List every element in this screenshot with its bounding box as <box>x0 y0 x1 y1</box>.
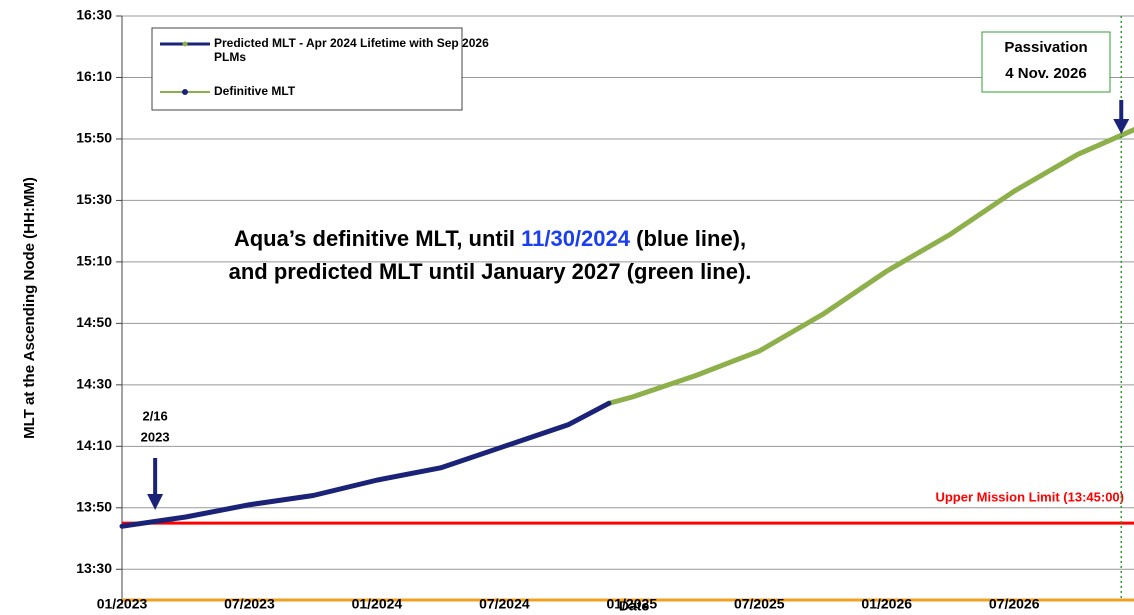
y-tick-label: 15:50 <box>76 130 112 146</box>
start-label: 2/16 <box>142 408 167 423</box>
start-label: 2023 <box>141 429 170 444</box>
x-tick-label: 01/2024 <box>352 596 403 612</box>
y-tick-label: 14:10 <box>76 437 112 453</box>
legend-box <box>151 27 463 111</box>
x-tick-label: 07/2023 <box>224 596 275 612</box>
series-line <box>119 400 612 529</box>
x-axis-label: Date <box>619 598 650 614</box>
x-tick-label: 01/2025 <box>607 596 658 612</box>
legend-label: Definitive MLT <box>214 84 296 98</box>
y-tick-label: 16:10 <box>76 68 112 84</box>
y-axis-label: MLT at the Ascending Node (HH:MM) <box>21 177 38 439</box>
limit-label: Upper Mission Limit (13:45:00) <box>935 490 1124 505</box>
y-tick-label: 15:30 <box>76 191 112 207</box>
x-tick-label: 07/2026 <box>989 596 1040 612</box>
passivation-box <box>981 31 1111 93</box>
x-tick-label: 01/2026 <box>861 596 912 612</box>
legend-label-part: PLMs <box>214 50 246 64</box>
annotation-part: Aqua’s definitive MLT, until <box>234 226 521 251</box>
annotation-part: (blue line), <box>630 226 746 251</box>
arrow-head <box>1113 119 1130 134</box>
annotation: and predicted MLT until January 2027 (gr… <box>229 259 752 284</box>
annotation: Aqua’s definitive MLT, until 11/30/2024 … <box>234 226 746 251</box>
x-tick-label: 07/2024 <box>479 596 530 612</box>
y-tick-label: 13:30 <box>76 560 112 576</box>
series-line <box>606 127 1134 406</box>
x-tick-label: 07/2025 <box>734 596 785 612</box>
x-tick-label: 01/2023 <box>97 596 148 612</box>
y-tick-label: 13:50 <box>76 498 112 514</box>
y-tick-label: 14:30 <box>76 376 112 392</box>
y-tick-label: 15:10 <box>76 253 112 269</box>
legend-marker <box>182 41 188 47</box>
passivation-label: Passivation <box>1004 39 1087 56</box>
arrow-head <box>147 494 164 510</box>
passivation-label: 4 Nov. 2026 <box>1005 65 1086 82</box>
legend-label: Predicted MLT - Apr 2024 Lifetime with S… <box>214 36 489 64</box>
legend-marker <box>182 89 188 95</box>
y-tick-label: 16:30 <box>76 7 112 23</box>
annotation-part: 11/30/2024 <box>521 226 631 251</box>
y-tick-label: 14:50 <box>76 314 112 330</box>
legend-label-part: Predicted MLT - Apr 2024 Lifetime with S… <box>214 36 489 50</box>
